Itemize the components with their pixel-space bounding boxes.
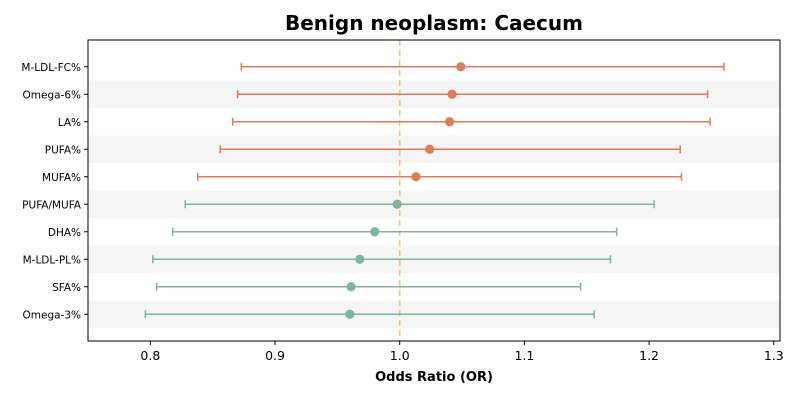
or-point bbox=[346, 282, 356, 292]
data-point-group bbox=[196, 172, 683, 182]
x-tick-label: 0.8 bbox=[140, 348, 160, 363]
y-tick-label: LA% bbox=[58, 117, 81, 129]
y-tick-label: PUFA% bbox=[45, 144, 81, 156]
plot-frame bbox=[87, 39, 781, 342]
data-point-group bbox=[184, 199, 655, 209]
x-tick-label: 1.0 bbox=[390, 348, 410, 363]
y-tick-label: M-LDL-PL% bbox=[23, 254, 81, 266]
x-tick-label: 1.2 bbox=[639, 348, 659, 363]
or-point bbox=[456, 62, 466, 72]
data-point-group bbox=[152, 254, 612, 264]
or-point bbox=[355, 254, 365, 264]
x-tick-label: 1.3 bbox=[764, 348, 784, 363]
or-point bbox=[447, 89, 457, 99]
data-point-group bbox=[155, 282, 582, 292]
x-axis-label: Odds Ratio (OR) bbox=[375, 370, 493, 385]
data-point-group bbox=[231, 117, 711, 127]
data-point-group bbox=[172, 227, 618, 237]
or-point bbox=[411, 172, 421, 182]
or-point bbox=[345, 309, 355, 319]
or-point bbox=[444, 117, 455, 127]
or-point bbox=[370, 227, 380, 237]
data-point-group bbox=[219, 144, 682, 154]
y-tick-label: DHA% bbox=[48, 227, 81, 239]
plot-area: M-LDL-FC% Omega-6% LA% PUFA% MUFA% PUFA/MUFA D… bbox=[21, 39, 784, 363]
or-point bbox=[425, 144, 435, 154]
y-tick-label: MUFA% bbox=[42, 172, 81, 184]
y-tick-label: PUFA/MUFA bbox=[22, 199, 82, 211]
data-point-group bbox=[144, 309, 595, 319]
x-tick-label: 0.9 bbox=[265, 348, 285, 363]
chart-title: Benign neoplasm: Caecum bbox=[285, 11, 583, 35]
or-point bbox=[392, 199, 402, 209]
y-tick-label: Omega-6% bbox=[23, 89, 82, 101]
data-point-group bbox=[240, 62, 725, 72]
x-tick-label: 1.1 bbox=[514, 348, 534, 363]
y-tick-label: Omega-3% bbox=[23, 309, 82, 321]
y-tick-label: M-LDL-FC% bbox=[21, 62, 81, 74]
data-point-group bbox=[236, 89, 709, 99]
y-tick-label: SFA% bbox=[52, 282, 81, 294]
